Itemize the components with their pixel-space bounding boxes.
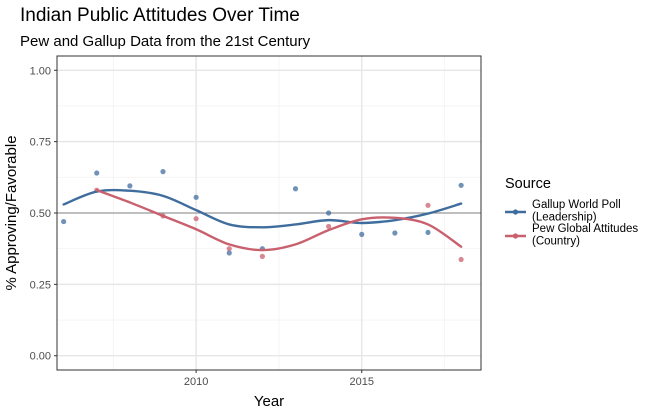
point-series-1 xyxy=(425,202,431,208)
y-tick-label: 0.50 xyxy=(30,208,51,220)
point-series-0 xyxy=(292,186,299,192)
plot-area: 2010 2015 0.00 0.25 0.50 0.75 1.00 xyxy=(30,55,482,388)
point-series-0 xyxy=(94,170,100,176)
legend-key-point-1 xyxy=(512,233,519,239)
point-series-1 xyxy=(226,246,232,252)
point-series-0 xyxy=(458,182,464,188)
smooth-line-series-1 xyxy=(95,188,463,252)
point-series-1 xyxy=(193,216,199,222)
y-tick-label: 0.75 xyxy=(30,137,51,149)
x-axis-title: Year xyxy=(254,393,284,410)
point-series-0 xyxy=(61,218,67,225)
y-tick-label: 0.00 xyxy=(30,351,51,363)
smooth-line-series-0 xyxy=(62,188,463,229)
chart-title: Indian Public Attitudes Over Time xyxy=(20,5,300,26)
legend-label-1: Pew Global Attitudes (Country) xyxy=(532,223,638,248)
point-series-0 xyxy=(326,210,332,216)
legend-key-point-0 xyxy=(512,209,519,215)
legend-label-0: Gallup World Poll (Leadership) xyxy=(532,199,621,224)
legend-title: Source xyxy=(505,176,551,192)
point-series-0 xyxy=(193,194,199,200)
x-tick-label: 2015 xyxy=(350,376,374,388)
chart-subtitle: Pew and Gallup Data from the 21st Centur… xyxy=(20,33,311,50)
point-series-1 xyxy=(458,256,464,263)
point-series-0 xyxy=(127,183,133,189)
point-series-0 xyxy=(425,229,431,236)
legend: Source Gallup World Poll (Leadership)Pew … xyxy=(505,176,638,248)
y-axis-title: % Approving/Favorable xyxy=(3,135,20,290)
point-series-0 xyxy=(226,250,232,256)
point-series-0 xyxy=(392,230,398,236)
point-series-1 xyxy=(326,223,332,230)
y-tick-label: 1.00 xyxy=(30,65,51,77)
point-series-0 xyxy=(160,169,166,175)
point-series-1 xyxy=(259,253,265,259)
y-tick-label: 0.25 xyxy=(30,279,51,291)
point-series-0 xyxy=(359,231,365,238)
x-tick-label: 2010 xyxy=(184,376,208,388)
